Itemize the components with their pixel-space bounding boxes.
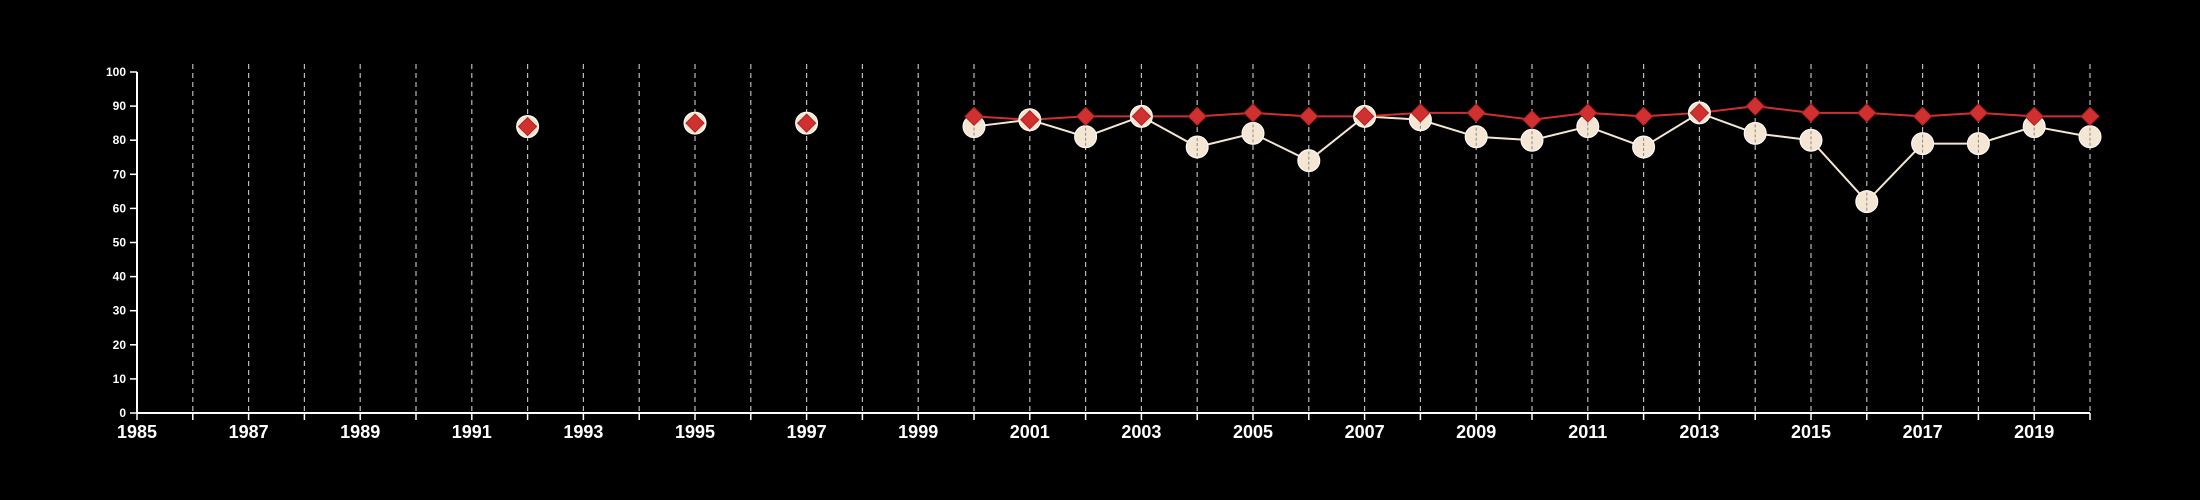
x-tick-label: 1987 [229, 422, 269, 442]
x-tick-label: 2017 [1903, 422, 1943, 442]
data-point-circle-2009 [1464, 125, 1488, 149]
y-tick-label: 50 [113, 236, 127, 250]
x-tick-label: 1993 [563, 422, 603, 442]
x-tick-label: 1997 [787, 422, 827, 442]
data-point-circle-2006 [1297, 149, 1321, 173]
y-tick-label: 10 [113, 372, 127, 386]
data-point-diamond-2018 [1968, 103, 1989, 123]
data-point-diamond-2015 [1801, 103, 1821, 123]
x-tick-label: 1985 [117, 422, 157, 442]
data-point-diamond-2014 [1745, 96, 1765, 116]
data-point-diamond-2010 [1522, 110, 1542, 130]
data-point-diamond-2000 [964, 106, 984, 127]
axes: 0 10 20 30 40 50 60 70 80 90 100 1985 1987 1989 1991 19… [106, 65, 2091, 442]
data-point-diamond-2009 [1466, 103, 1486, 123]
x-tick-label: 2019 [2014, 422, 2054, 442]
data-point-circle-2014 [1743, 121, 1767, 145]
data-point-diamond-2008 [1410, 103, 1431, 123]
y-tick-label: 0 [119, 406, 126, 420]
y-tick-label: 100 [106, 65, 126, 79]
x-tick-label: 1989 [340, 422, 380, 442]
data-point-circle-2012 [1632, 135, 1656, 159]
data-point-diamond-1995 [685, 113, 705, 133]
data-point-diamond-2002 [1075, 106, 1096, 127]
x-tick-label: 2009 [1456, 422, 1496, 442]
x-tick-label: 2003 [1121, 422, 1161, 442]
data-point-diamond-2011 [1578, 103, 1598, 123]
x-tick-label: 2015 [1791, 422, 1831, 442]
data-point-diamond-2019 [2024, 106, 2044, 127]
x-tick-label: 1995 [675, 422, 715, 442]
data-point-diamond-2012 [1633, 106, 1654, 127]
x-tick-label: 1991 [452, 422, 492, 442]
y-tick-label: 20 [113, 338, 127, 352]
data-point-diamond-2001 [1020, 110, 1040, 130]
data-series [516, 96, 2102, 214]
x-tick-label: 2013 [1679, 422, 1719, 442]
data-point-circle-2004 [1185, 135, 1209, 159]
data-point-circle-2018 [1966, 132, 1990, 156]
data-point-diamond-2017 [1912, 106, 1933, 127]
data-point-diamond-2006 [1299, 106, 1319, 127]
y-tick-label: 80 [113, 133, 127, 147]
data-point-circle-2017 [1911, 132, 1935, 156]
data-point-diamond-2013 [1689, 103, 1710, 123]
y-tick-label: 40 [113, 270, 127, 284]
data-point-diamond-2005 [1243, 103, 1263, 123]
y-tick-label: 70 [113, 167, 127, 181]
x-tick-label: 2005 [1233, 422, 1273, 442]
data-point-circle-2016 [1855, 190, 1879, 214]
data-point-diamond-2007 [1354, 106, 1375, 127]
x-tick-label: 2011 [1568, 422, 1607, 442]
data-point-diamond-2003 [1131, 106, 1152, 127]
y-tick-label: 90 [113, 99, 127, 113]
data-point-circle-2015 [1799, 128, 1823, 152]
data-point-diamond-1997 [796, 113, 817, 133]
data-point-diamond-2016 [1857, 103, 1877, 123]
y-tick-label: 30 [113, 304, 127, 318]
x-tick-label: 1999 [898, 422, 938, 442]
data-point-diamond-2020 [2080, 106, 2100, 127]
data-point-diamond-2004 [1187, 106, 1207, 127]
x-tick-label: 2007 [1345, 422, 1385, 442]
data-point-diamond-1992 [517, 116, 538, 137]
y-tick-label: 60 [113, 201, 127, 215]
x-tick-label: 2001 [1010, 422, 1050, 442]
